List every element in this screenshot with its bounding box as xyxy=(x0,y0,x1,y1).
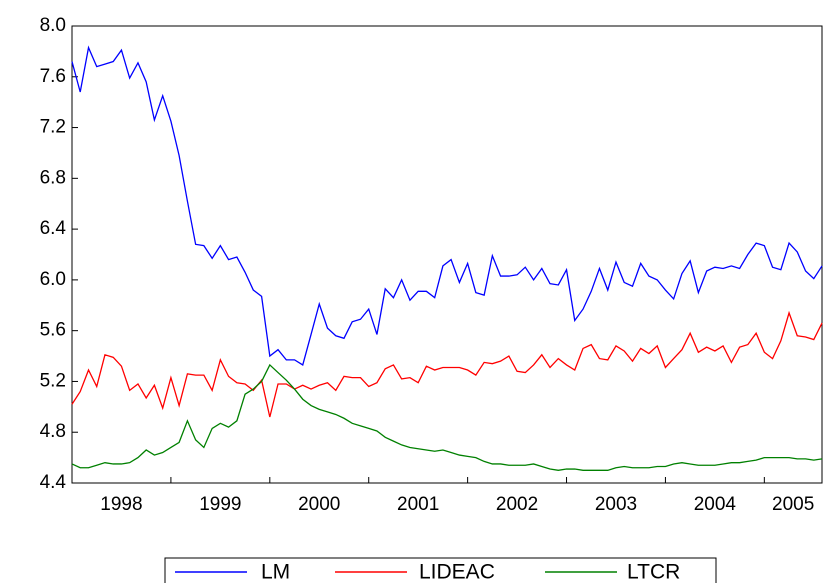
x-tick-label: 2002 xyxy=(496,494,538,515)
legend-label: LM xyxy=(261,561,290,583)
x-tick-label: 1999 xyxy=(199,494,241,515)
legend: LM LIDEAC LTCR xyxy=(164,557,717,583)
y-tick-label: 4.8 xyxy=(40,421,66,442)
y-tick-label: 5.2 xyxy=(40,370,66,391)
legend-label: LTCR xyxy=(627,561,680,583)
legend-box xyxy=(164,557,717,583)
series-line xyxy=(71,363,823,471)
legend-label: LIDEAC xyxy=(419,561,495,583)
y-tick-label: 4.4 xyxy=(40,472,67,493)
y-tick-label: 7.2 xyxy=(40,117,66,138)
x-tick-label: 2004 xyxy=(694,494,737,515)
x-tick-label: 1998 xyxy=(100,494,142,515)
series-line xyxy=(71,310,823,418)
y-tick-label: 8.0 xyxy=(40,15,66,36)
x-tick-label: 2005 xyxy=(772,494,814,515)
y-tick-label: 6.0 xyxy=(40,269,66,290)
series-line xyxy=(71,45,823,366)
y-tick-label: 7.6 xyxy=(40,66,66,87)
y-tick-label: 6.8 xyxy=(40,167,66,188)
x-tick-label: 2001 xyxy=(397,494,439,515)
x-tick-label: 2000 xyxy=(298,494,340,515)
y-tick-label: 5.6 xyxy=(40,320,66,341)
x-tick-label: 2003 xyxy=(595,494,637,515)
plot-frame xyxy=(71,25,823,484)
y-tick-label: 6.4 xyxy=(40,218,67,239)
